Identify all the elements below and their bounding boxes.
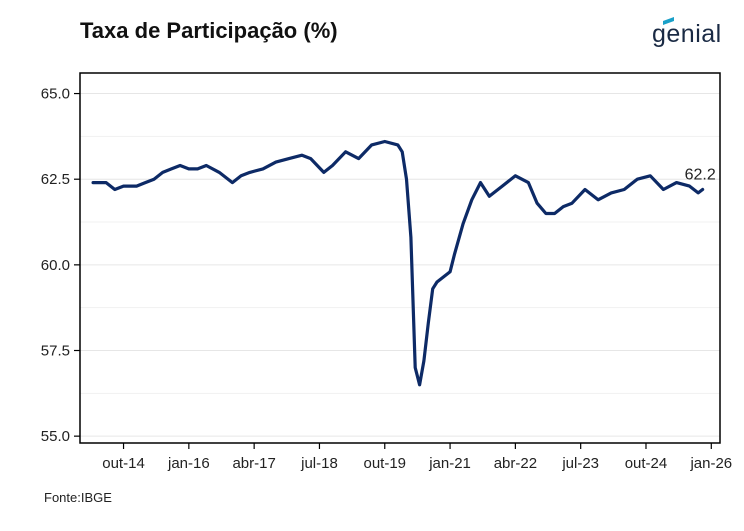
x-tick-label: out-24 <box>625 455 668 472</box>
genial-logo: genial <box>652 14 724 54</box>
chart-title: Taxa de Participação (%) <box>80 18 338 43</box>
x-tick-label: jan-16 <box>167 455 210 472</box>
x-tick-label: abr-17 <box>232 455 275 472</box>
x-tick-label: out-19 <box>363 455 406 472</box>
grid-layer <box>80 93 720 437</box>
y-tick-label: 55.0 <box>41 428 70 445</box>
y-tick-label: 62.5 <box>41 171 70 188</box>
logo-text: genial <box>652 20 722 48</box>
series-line-participation-rate <box>91 139 705 387</box>
plot-panel-border <box>79 72 721 444</box>
last-value-label: 62.2 <box>685 166 716 183</box>
x-tick-label: jul-23 <box>561 455 599 472</box>
x-tick-label: out-14 <box>102 455 145 472</box>
source-note: Fonte:IBGE <box>44 490 112 505</box>
y-tick-label: 65.0 <box>41 86 70 103</box>
x-tick-label: jul-18 <box>300 455 338 472</box>
x-tick-label: jan-21 <box>428 455 471 472</box>
y-tick-label: 60.0 <box>41 257 70 274</box>
x-tick-label: abr-22 <box>494 455 537 472</box>
axis-layer: 55.0 57.5 60.0 62.5 65.0 out-14 jan-16 abr-17 ju… <box>41 86 732 472</box>
x-tick-label: jan-26 <box>689 455 732 472</box>
y-tick-label: 57.5 <box>41 343 70 360</box>
